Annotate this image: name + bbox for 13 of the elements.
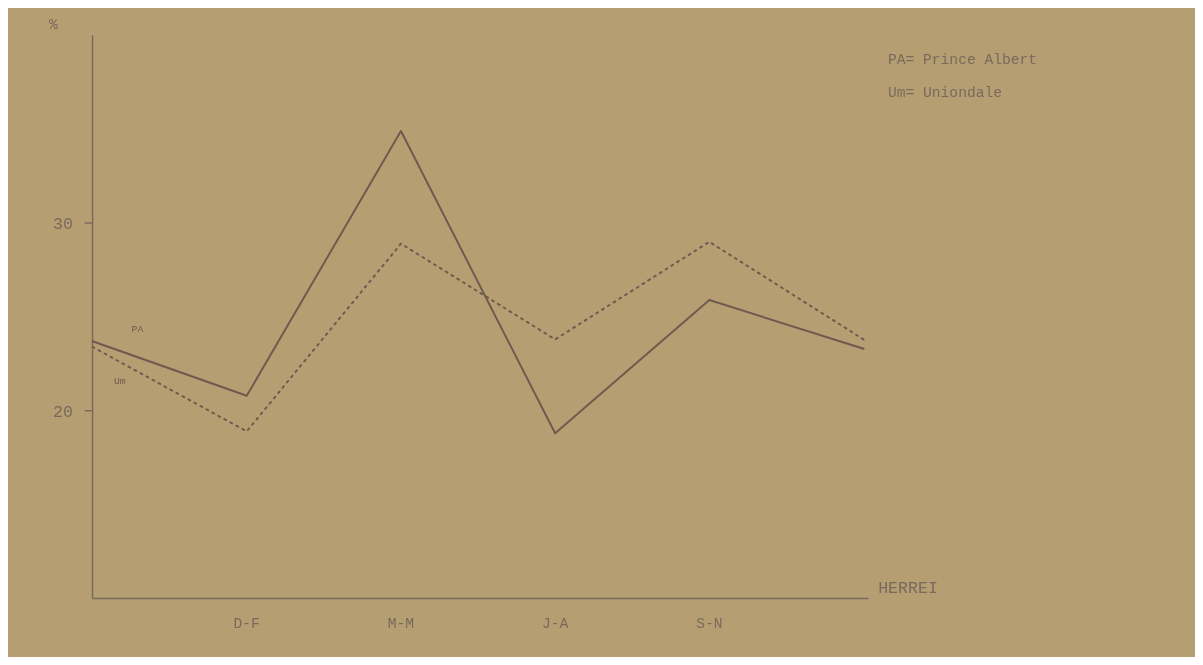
text: Um= Uniondale — [887, 84, 1003, 101]
series-label: Um — [114, 376, 126, 387]
x-tick-label: D-F — [233, 615, 260, 632]
line-series — [91, 130, 865, 435]
series-label: PA — [131, 323, 144, 335]
y-tick-label: 20 — [53, 402, 74, 422]
y-axis-title: % — [49, 17, 59, 34]
x-axis-title: HERREI — [878, 578, 938, 598]
text: PA= Prince Albert — [887, 51, 1038, 68]
x-tick-label: M-M — [387, 615, 415, 632]
y-tick-label: 30 — [53, 214, 74, 234]
x-tick-label: J-A — [541, 615, 569, 632]
x-tick-label: S-N — [696, 615, 723, 632]
